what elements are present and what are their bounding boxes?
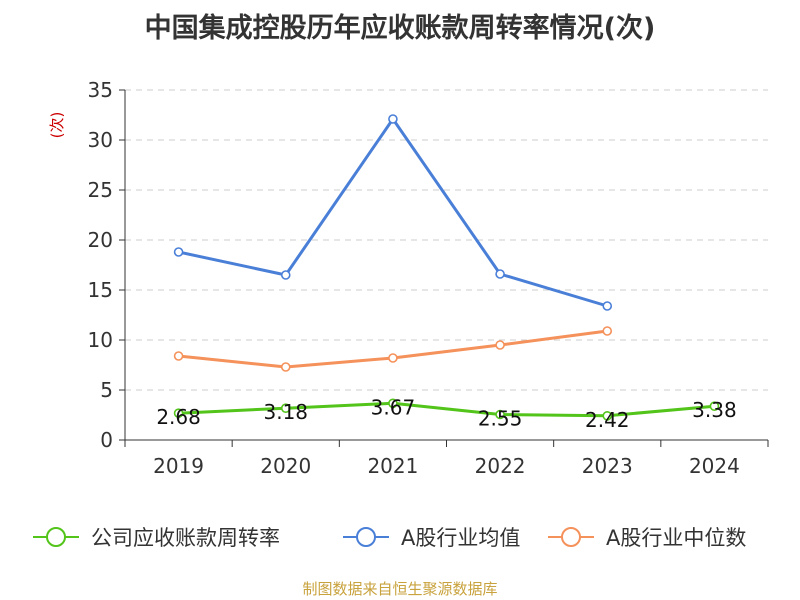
series-line [178, 401, 715, 418]
legend-marker [356, 527, 376, 547]
data-point [388, 114, 398, 124]
y-tick-label: 5 [100, 378, 113, 402]
data-point [173, 351, 184, 361]
data-label: 2.42 [585, 408, 630, 432]
data-point [280, 270, 291, 280]
y-tick-label: 20 [88, 228, 113, 252]
data-point [173, 247, 184, 257]
y-tick-label: 0 [100, 428, 113, 452]
data-label: 3.18 [263, 400, 308, 424]
data-point [280, 362, 291, 372]
legend-marker [46, 527, 66, 547]
chart-title: 中国集成控股历年应收账款周转率情况(次) [144, 13, 656, 44]
axes: 0 5 10 15 20 25 30 35 2019 2020 2021 2022 2023 2024 (次… [48, 78, 769, 478]
x-tick-label: 2019 [153, 454, 204, 478]
legend-label: A股行业均值 [401, 526, 520, 550]
y-tick-label: 10 [88, 328, 113, 352]
series-line [178, 117, 608, 308]
y-tick-label: 15 [88, 278, 113, 302]
series-lines [173, 114, 720, 421]
data-point [388, 398, 398, 409]
x-tick-label: 2023 [582, 454, 633, 478]
data-label: 3.67 [371, 395, 416, 419]
legend-marker [561, 527, 581, 547]
legend: 公司应收账款周转率 A股行业均值 A股行业中位数 [33, 526, 746, 550]
data-point [602, 326, 613, 336]
data-point [495, 340, 505, 350]
grid-lines [125, 89, 768, 391]
data-point [602, 301, 613, 311]
y-axis-unit: (次) [48, 112, 66, 139]
data-labels: 2.68 3.18 3.67 2.55 2.42 3.38 [156, 395, 736, 432]
y-tick-label: 25 [88, 178, 113, 202]
x-tick-label: 2022 [475, 454, 526, 478]
legend-label: A股行业中位数 [606, 526, 746, 550]
y-tick-label: 35 [88, 78, 113, 102]
data-label: 2.68 [156, 405, 201, 429]
data-point [280, 403, 291, 414]
data-point [495, 409, 505, 420]
data-label: 2.55 [478, 407, 523, 431]
data-point [173, 408, 184, 419]
data-point [709, 401, 720, 412]
x-tick-label: 2021 [367, 454, 418, 478]
y-tick-label: 30 [88, 128, 113, 152]
source-note: 制图数据来自恒生聚源数据库 [302, 580, 498, 598]
x-tick-label: 2024 [689, 454, 740, 478]
legend-label: 公司应收账款周转率 [91, 526, 280, 550]
x-tick-label: 2020 [260, 454, 311, 478]
data-point [495, 269, 505, 279]
data-point [388, 353, 398, 363]
data-label: 3.38 [692, 398, 737, 422]
data-point [602, 410, 613, 421]
